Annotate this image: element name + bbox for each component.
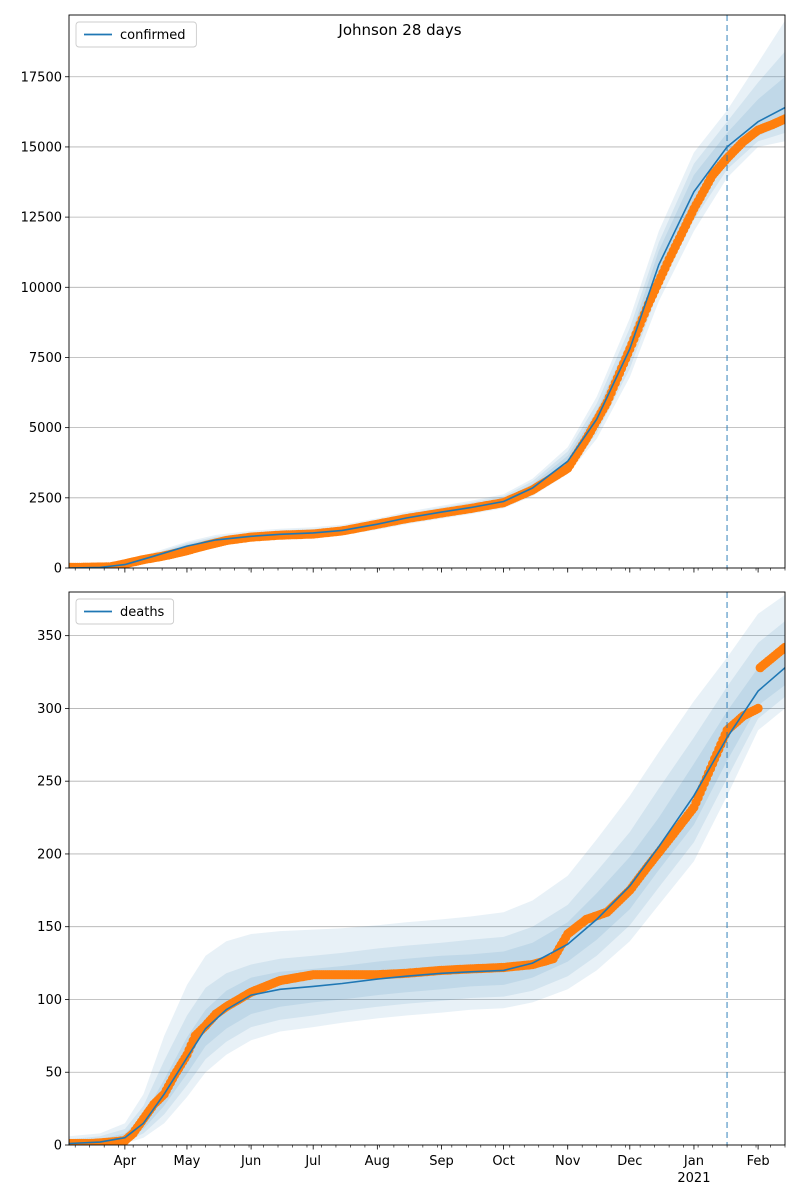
y-tick-label: 250 — [37, 775, 62, 790]
y-tick-label: 50 — [45, 1066, 62, 1081]
series-line-deaths — [69, 667, 785, 1145]
legend: deaths — [75, 598, 175, 625]
y-tick-label: 0 — [54, 1139, 62, 1154]
y-tick-label: 17500 — [21, 70, 62, 85]
x-tick-label: Dec — [617, 1154, 642, 1169]
uncertainty-band-2 — [69, 621, 785, 1145]
y-tick-label: 10000 — [21, 281, 62, 296]
x-tick-label: Sep — [429, 1154, 454, 1169]
x-tick-label: Aug — [365, 1154, 390, 1169]
uncertainty-band-3 — [69, 76, 785, 568]
axes-frame — [68, 591, 786, 1146]
y-tick-label: 300 — [37, 702, 62, 717]
x-tick-label: Nov — [555, 1154, 581, 1169]
y-tick-label: 200 — [37, 847, 62, 862]
y-tick-label: 150 — [37, 920, 62, 935]
y-tick-label: 7500 — [29, 351, 62, 366]
y-tick-label: 2500 — [29, 491, 62, 506]
figure-title: Johnson 28 days — [338, 21, 462, 39]
plot-area — [69, 20, 785, 568]
observed-point — [780, 642, 785, 652]
y-tick-label: 12500 — [21, 211, 62, 226]
uncertainty-band-1 — [69, 20, 785, 568]
observed-point — [780, 114, 785, 124]
y-tick-label: 100 — [37, 993, 62, 1008]
x-tick-label: Jun — [240, 1154, 261, 1169]
y-tick-label: 5000 — [29, 421, 62, 436]
legend-box — [75, 598, 175, 625]
legend-label: confirmed — [120, 28, 186, 43]
y-tick-label: 15000 — [21, 140, 62, 155]
plot-area — [69, 594, 785, 1145]
uncertainty-band-2 — [69, 51, 785, 568]
x-year-label: 2021 — [677, 1171, 710, 1186]
legend: confirmed — [75, 21, 197, 48]
x-tick-label: Jan — [683, 1154, 704, 1169]
x-tick-label: Jul — [304, 1154, 321, 1169]
series-line-confirmed — [69, 106, 785, 568]
x-tick-label: Apr — [114, 1154, 137, 1169]
x-tick-label: Feb — [747, 1154, 770, 1169]
panel-1: 0 2500 5000 7500 10000 12500 15000 17500 confirm… — [21, 14, 786, 577]
y-tick-label: 350 — [37, 629, 62, 644]
axes-frame — [68, 14, 786, 569]
x-tick-label: Oct — [492, 1154, 514, 1169]
observed-point — [753, 703, 763, 714]
y-tick-label: 0 — [54, 562, 62, 577]
uncertainty-band-1 — [69, 594, 785, 1145]
legend-box — [75, 21, 197, 48]
legend-label: deaths — [120, 605, 165, 620]
panel-2: 0 50 100 150 200 250 300 350 Apr May Jun Jul Aug Sep O… — [37, 591, 786, 1186]
x-tick-label: May — [174, 1154, 201, 1169]
